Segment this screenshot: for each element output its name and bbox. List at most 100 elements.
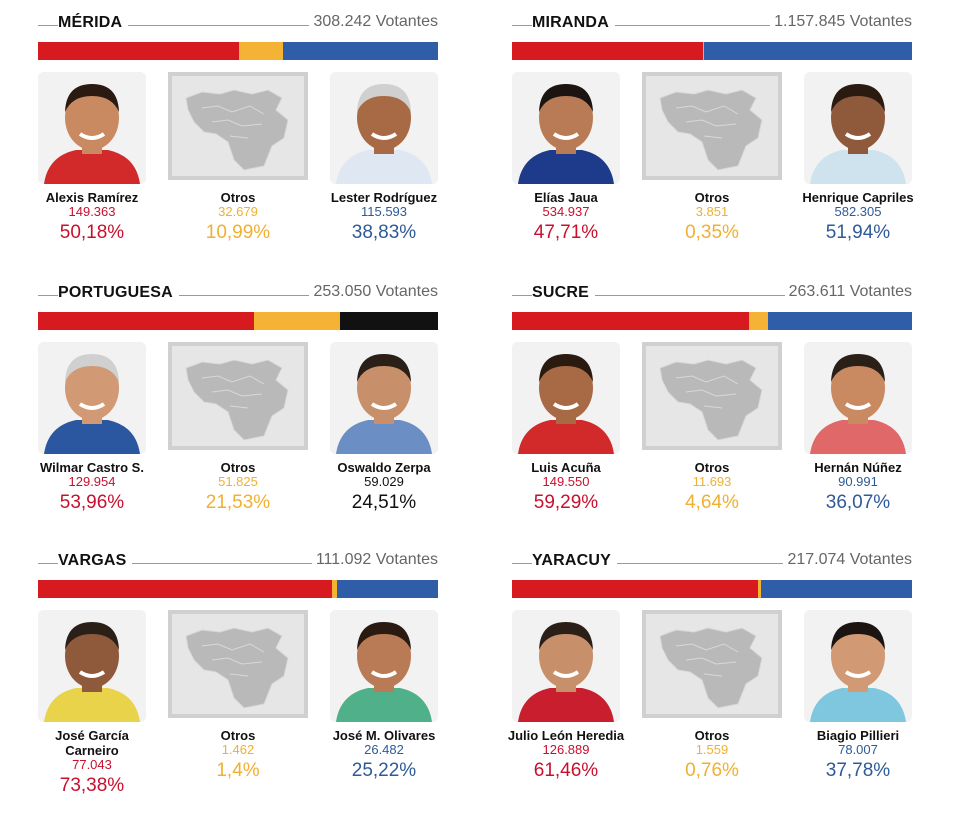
candidate-name: José M. Olivares	[332, 728, 436, 743]
candidate-name: Luis Acuña	[531, 460, 601, 475]
result-bar-segment	[38, 312, 254, 330]
state-header: MIRANDA 1.157.845 Votantes	[512, 10, 912, 38]
candidate-percent: 53,96%	[59, 492, 125, 513]
result-bar	[512, 42, 912, 60]
candidate-name: Julio León Heredia	[507, 728, 625, 743]
candidate-name: Biagio Pillieri	[816, 728, 900, 743]
candidate-left: José García Carneiro 77.043 73,38%	[27, 728, 157, 797]
result-bar-segment	[253, 312, 340, 330]
state-header: MÉRIDA 308.242 Votantes	[38, 10, 438, 38]
candidate-photo-right	[804, 342, 912, 454]
candidate-votes: 78.007	[838, 742, 878, 757]
state-name: YARACUY	[532, 552, 618, 570]
candidate-name: Henrique Capriles	[802, 190, 914, 205]
candidate-name: Elías Jaua	[534, 190, 598, 205]
candidate-votes: 149.550	[542, 474, 590, 489]
candidate-right: Henrique Capriles 582.305 51,94%	[793, 190, 923, 244]
candidate-photo-left	[38, 610, 146, 722]
venezuela-map	[642, 72, 782, 180]
voter-count: 111.092 Votantes	[311, 551, 438, 569]
candidate-right: Hernán Núñez 90.991 36,07%	[793, 460, 923, 514]
candidate-percent: 21,53%	[205, 492, 271, 513]
candidate-votes: 51.825	[218, 474, 258, 489]
result-bar-segment	[749, 312, 768, 330]
candidate-votes: 582.305	[834, 204, 882, 219]
candidate-percent: 24,51%	[351, 492, 417, 513]
candidate-votes: 115.593	[360, 204, 408, 219]
state-panel: MÉRIDA 308.242 Votantes Alexis Ramírez 1…	[38, 10, 438, 280]
candidate-photo-left	[512, 610, 620, 722]
candidate-photo-left	[38, 72, 146, 184]
candidate-votes: 32.679	[218, 204, 258, 219]
candidate-percent: 25,22%	[351, 760, 417, 781]
candidate-percent: 0,35%	[685, 222, 739, 243]
candidate-name: Otros	[220, 728, 256, 743]
candidate-votes: 129.954	[68, 474, 116, 489]
result-bar-segment	[238, 42, 283, 60]
result-bar-segment	[757, 580, 761, 598]
candidate-votes: 11.693	[692, 474, 732, 489]
result-bar	[512, 312, 912, 330]
candidate-name: Otros	[694, 460, 730, 475]
candidate-left: Wilmar Castro S. 129.954 53,96%	[27, 460, 157, 514]
voter-count: 1.157.845 Votantes	[770, 13, 912, 31]
candidate-name: Otros	[220, 460, 256, 475]
candidate-votes: 149.363	[68, 204, 116, 219]
candidate-right: Biagio Pillieri 78.007 37,78%	[793, 728, 923, 782]
candidate-votes: 534.937	[542, 204, 590, 219]
candidate-votes: 3.851	[695, 204, 729, 219]
result-bar-segment	[282, 42, 438, 60]
voter-count: 263.611 Votantes	[784, 283, 912, 301]
state-name: MÉRIDA	[58, 14, 129, 32]
candidate-name: Otros	[694, 728, 730, 743]
state-name: VARGAS	[58, 552, 133, 570]
result-bar-segment	[760, 580, 912, 598]
result-bar-segment	[512, 580, 758, 598]
state-name: PORTUGUESA	[58, 284, 179, 302]
state-panel: PORTUGUESA 253.050 Votantes Wilmar Castr…	[38, 280, 438, 550]
candidate-name: Oswaldo Zerpa	[337, 460, 431, 475]
result-bar	[38, 42, 438, 60]
candidate-others: Otros 3.851 0,35%	[647, 190, 777, 244]
candidate-percent: 4,64%	[685, 492, 739, 513]
candidate-right: José M. Olivares 26.482 25,22%	[319, 728, 449, 782]
candidate-right: Oswaldo Zerpa 59.029 24,51%	[319, 460, 449, 514]
venezuela-map	[168, 72, 308, 180]
state-panel: YARACUY 217.074 Votantes Julio León Here…	[508, 548, 912, 818]
candidate-name: Alexis Ramírez	[45, 190, 139, 205]
candidate-photo-right	[330, 342, 438, 454]
candidate-percent: 59,29%	[533, 492, 599, 513]
result-bar-segment	[702, 42, 705, 60]
candidate-photo-left	[38, 342, 146, 454]
state-header: VARGAS 111.092 Votantes	[38, 548, 438, 576]
header-rule	[38, 563, 438, 564]
candidate-others: Otros 11.693 4,64%	[647, 460, 777, 514]
voter-count: 253.050 Votantes	[309, 283, 438, 301]
result-bar	[512, 580, 912, 598]
candidate-votes: 26.482	[364, 742, 404, 757]
result-bar-segment	[38, 580, 332, 598]
candidate-others: Otros 1.462 1,4%	[173, 728, 303, 782]
result-bar-segment	[512, 312, 750, 330]
header-rule	[38, 295, 438, 296]
candidate-percent: 73,38%	[59, 775, 125, 796]
candidate-percent: 47,71%	[533, 222, 599, 243]
candidate-percent: 1,4%	[216, 760, 260, 781]
candidate-votes: 1.462	[221, 742, 255, 757]
result-bar-segment	[331, 580, 338, 598]
state-panel: MIRANDA 1.157.845 Votantes Elías Jaua 53…	[512, 10, 914, 280]
candidate-photo-left	[512, 342, 620, 454]
candidate-photo-right	[804, 610, 912, 722]
candidate-others: Otros 1.559 0,76%	[647, 728, 777, 782]
voter-count: 217.074 Votantes	[783, 551, 912, 569]
candidate-percent: 37,78%	[825, 760, 891, 781]
candidate-votes: 1.559	[695, 742, 729, 757]
candidate-photo-right	[330, 610, 438, 722]
candidate-left: Julio León Heredia 126.889 61,46%	[501, 728, 631, 782]
candidate-percent: 61,46%	[533, 760, 599, 781]
state-panel: SUCRE 263.611 Votantes Luis Acuña 149.55…	[512, 280, 912, 550]
result-bar-segment	[767, 312, 912, 330]
candidate-name: Lester Rodríguez	[330, 190, 438, 205]
result-bar-segment	[38, 42, 239, 60]
candidate-percent: 38,83%	[351, 222, 417, 243]
